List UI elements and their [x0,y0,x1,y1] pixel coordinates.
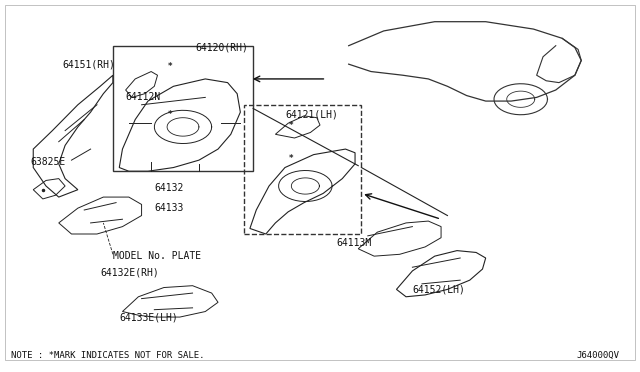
Text: 64120(RH): 64120(RH) [196,42,248,52]
Text: 64113M: 64113M [336,238,371,248]
Text: *: * [168,61,173,71]
Text: 64151(RH): 64151(RH) [62,59,115,69]
Text: 63825E: 63825E [30,157,65,167]
Text: *: * [289,121,294,129]
Text: 64133E(LH): 64133E(LH) [119,312,178,322]
Text: 64132: 64132 [154,183,184,193]
Text: *: * [289,154,294,163]
Text: J64000QV: J64000QV [577,351,620,360]
Text: 64112N: 64112N [125,92,161,102]
Text: MODEL No. PLATE: MODEL No. PLATE [113,251,201,261]
Bar [113,46,253,171]
Text: *: * [168,109,173,119]
Bar [244,105,362,234]
Text: 64132E(RH): 64132E(RH) [100,268,159,278]
Text: 64121(LH): 64121(LH) [285,109,338,119]
Text: 64152(LH): 64152(LH) [412,284,465,294]
Text: NOTE : *MARK INDICATES NOT FOR SALE.: NOTE : *MARK INDICATES NOT FOR SALE. [11,351,204,360]
Text: 64133: 64133 [154,203,184,213]
